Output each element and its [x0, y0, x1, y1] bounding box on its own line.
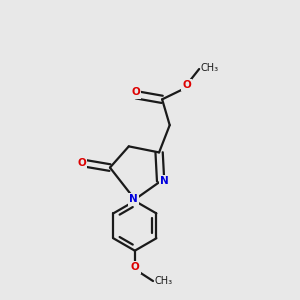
Text: N: N	[129, 194, 138, 204]
Text: N: N	[160, 176, 169, 186]
Text: CH₃: CH₃	[154, 276, 173, 286]
Text: O: O	[77, 158, 86, 168]
Text: O: O	[130, 262, 139, 272]
Text: CH₃: CH₃	[201, 62, 219, 73]
Text: O: O	[182, 80, 191, 90]
Text: O: O	[131, 87, 140, 98]
